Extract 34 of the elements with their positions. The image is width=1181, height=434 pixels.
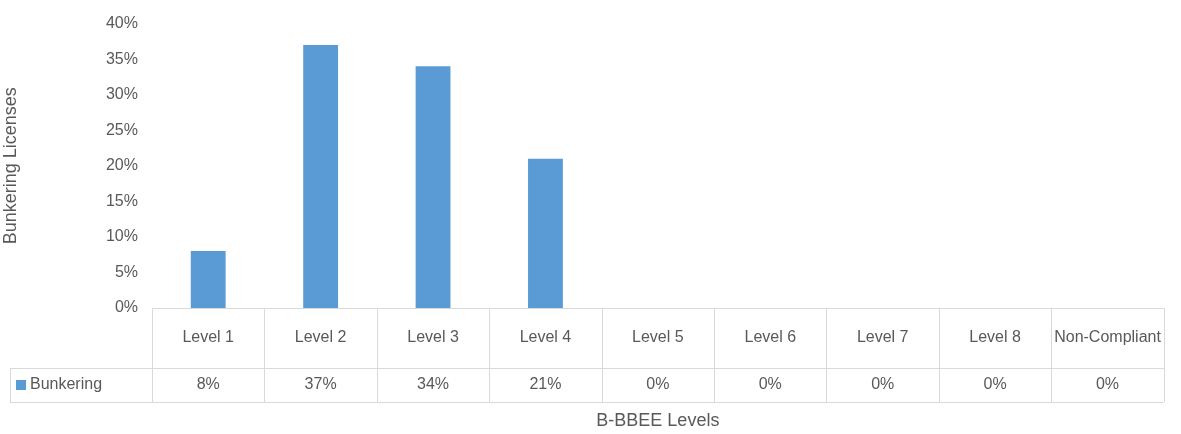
x-tick-label: Level 5	[632, 328, 684, 346]
x-tick-label: Level 3	[407, 328, 459, 346]
y-tick-label: 20%	[105, 156, 138, 174]
x-tick-label: Level 1	[182, 328, 235, 346]
y-tick-label: 25%	[105, 120, 138, 138]
y-tick-label: 30%	[105, 85, 138, 103]
y-tick-label: 10%	[105, 227, 138, 245]
data-label: 0%	[646, 375, 670, 393]
data-label: 21%	[529, 375, 562, 393]
y-tick-label: 0%	[114, 298, 138, 316]
bar	[303, 44, 339, 308]
legend-label: Bunkering	[30, 375, 103, 393]
bar	[190, 251, 226, 308]
y-tick-label: 40%	[105, 14, 138, 32]
data-label: 37%	[304, 375, 337, 393]
bar	[528, 158, 563, 308]
x-tick-label: Level 8	[969, 328, 1022, 346]
x-tick-label: Level 6	[744, 328, 797, 346]
bar	[415, 66, 451, 308]
x-axis-title: B-BBEE Levels	[596, 410, 720, 431]
x-tick-label: Level 2	[294, 328, 347, 346]
data-label: 0%	[1095, 375, 1120, 393]
data-label: 34%	[417, 375, 450, 393]
y-tick-label: 35%	[105, 49, 138, 67]
data-label: 0%	[983, 375, 1007, 393]
x-tick-label: Level 7	[856, 328, 909, 346]
data-label: 8%	[196, 375, 220, 393]
x-tick-label: Non-Compliant	[1054, 328, 1162, 346]
y-tick-label: 15%	[105, 191, 138, 209]
y-axis-title: Bunkering Licenses	[0, 87, 20, 245]
data-label: 0%	[758, 375, 782, 393]
data-label: 0%	[871, 375, 895, 393]
x-tick-label: Level 4	[519, 328, 572, 346]
y-tick-label: 5%	[114, 262, 138, 280]
